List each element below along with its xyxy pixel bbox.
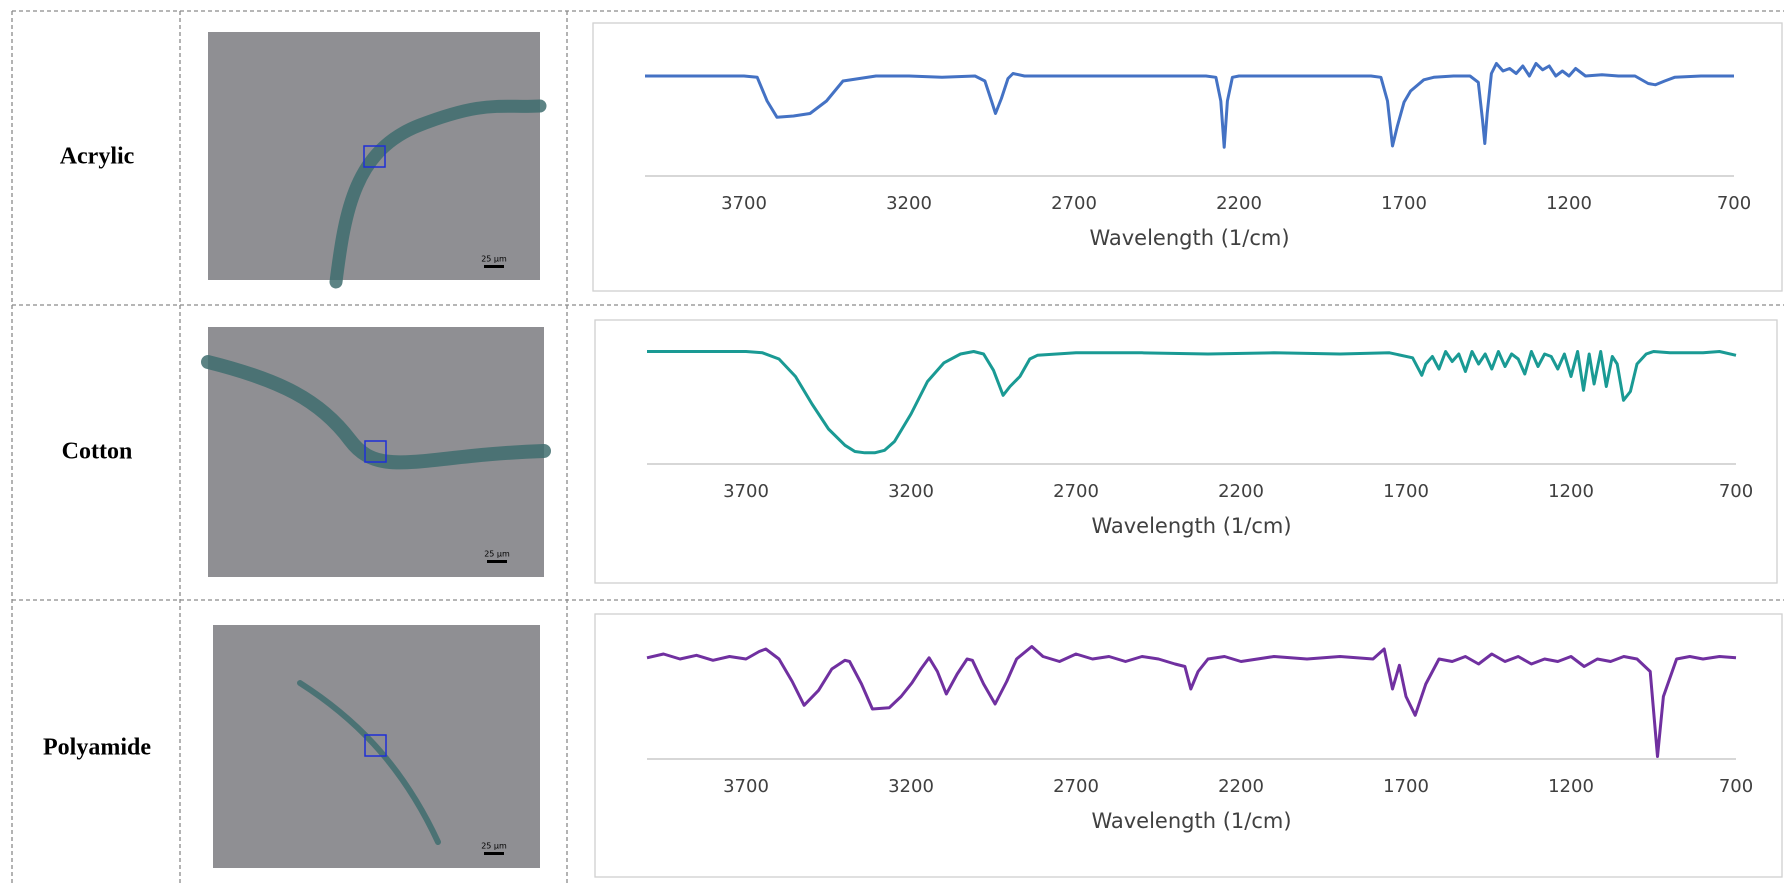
x-tick-label: 3200 [886, 193, 932, 214]
row-label: Acrylic [60, 144, 135, 170]
x-tick-label: 1200 [1548, 776, 1594, 797]
row-label: Cotton [62, 439, 133, 465]
x-axis-label: Wavelength (1/cm) [1091, 514, 1291, 538]
x-tick-label: 3200 [888, 776, 934, 797]
x-tick-label: 1200 [1546, 193, 1592, 214]
scale-bar-label: 25 µm [484, 550, 510, 559]
scale-bar [484, 265, 504, 268]
x-tick-label: 3700 [721, 193, 767, 214]
x-tick-label: 3200 [888, 481, 934, 502]
x-axis-label: Wavelength (1/cm) [1089, 226, 1289, 250]
x-tick-label: 3700 [723, 776, 769, 797]
spectrum-line [646, 645, 1737, 758]
chart-frame [592, 22, 1783, 292]
fiber [297, 680, 441, 845]
chart-frame [594, 613, 1783, 878]
x-tick-label: 2700 [1053, 776, 1099, 797]
x-tick-label: 2200 [1218, 481, 1264, 502]
x-tick-label: 2200 [1218, 776, 1264, 797]
scale-bar-label: 25 µm [481, 842, 507, 851]
x-tick-label: 2700 [1051, 193, 1097, 214]
x-tick-label: 700 [1719, 776, 1753, 797]
x-tick-label: 2700 [1053, 481, 1099, 502]
x-tick-label: 1700 [1383, 776, 1429, 797]
x-tick-label: 700 [1719, 481, 1753, 502]
x-tick-label: 700 [1717, 193, 1751, 214]
x-tick-label: 1200 [1548, 481, 1594, 502]
row-label: Polyamide [43, 735, 151, 761]
table-borders [11, 10, 1784, 884]
scale-bar-label: 25 µm [481, 255, 507, 264]
region-marker [364, 734, 387, 757]
region-marker [363, 145, 386, 168]
spectrum-line [645, 62, 1734, 149]
x-axis-label: Wavelength (1/cm) [1091, 809, 1291, 833]
fiber [201, 355, 551, 470]
region-marker [364, 440, 387, 463]
fiber [329, 99, 547, 289]
x-tick-label: 1700 [1383, 481, 1429, 502]
spectrum-line [647, 350, 1737, 455]
scale-bar [487, 560, 507, 563]
x-tick-label: 3700 [723, 481, 769, 502]
x-tick-label: 2200 [1216, 193, 1262, 214]
x-tick-label: 1700 [1381, 193, 1427, 214]
scale-bar [484, 852, 504, 855]
